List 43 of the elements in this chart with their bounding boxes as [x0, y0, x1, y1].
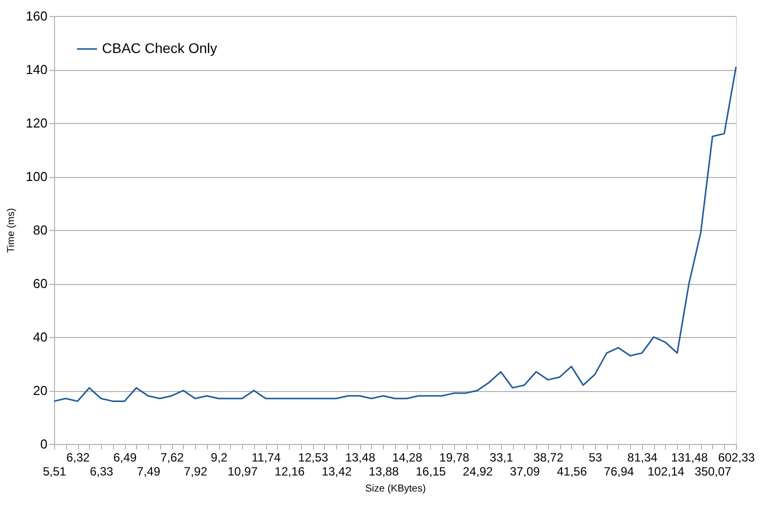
y-tick-label: 80 [33, 222, 48, 238]
x-tick-label: 7,62 [160, 450, 184, 464]
x-tick-label: 41,56 [556, 464, 588, 478]
x-tick-label: 11,74 [252, 450, 282, 464]
y-tick-label: 100 [26, 169, 48, 184]
x-tick-label: 602,33 [718, 450, 756, 464]
y-tick-label: 40 [33, 330, 48, 344]
x-tick-label: 6,49 [113, 450, 138, 464]
x-tick-label: 19,78 [439, 450, 470, 464]
x-tick-label: 7,92 [184, 464, 208, 478]
x-tick-label: 6,32 [66, 450, 90, 464]
y-tick-label: 120 [26, 116, 48, 130]
x-tick-label: 13,88 [368, 464, 400, 478]
x-tick-label: 13,48 [345, 450, 376, 464]
x-tick-label: 131,48 [671, 450, 708, 464]
x-tick-label: 38,72 [533, 450, 564, 464]
y-axis-title: Time (ms) [6, 208, 17, 253]
line-series [53, 66, 737, 402]
y-tick-label: 0 [40, 436, 48, 452]
x-tick-label: 7,49 [136, 464, 161, 478]
x-tick-label: 12,16 [274, 464, 306, 478]
x-tick-label: 76,94 [604, 464, 634, 478]
x-axis-title: Size (KBytes) [365, 484, 426, 494]
legend-label: CBAC Check Only [102, 40, 218, 56]
x-tick-label: 12,53 [298, 450, 329, 464]
y-tick-label: 60 [33, 276, 48, 291]
y-tick-label: 140 [26, 62, 48, 77]
x-tick-label: 81,34 [627, 450, 658, 464]
x-tick-label: 10,97 [228, 464, 258, 478]
x-tick-label: 16,15 [416, 464, 446, 478]
x-tick-label: 13,42 [322, 464, 352, 478]
x-tick-label: 102,14 [648, 464, 685, 478]
x-tick-label: 5,51 [42, 464, 66, 478]
x-tick-label: 24,92 [462, 464, 494, 478]
x-tick-label: 9,2 [210, 450, 228, 464]
x-tick-label: 14,28 [392, 450, 423, 464]
y-tick-label: 160 [26, 8, 48, 24]
y-tick-label: 20 [33, 383, 48, 398]
x-tick-label: 6,33 [90, 464, 114, 478]
x-tick-label: 33,1 [490, 450, 514, 464]
x-tick-label: 350,07 [694, 464, 732, 478]
x-tick-label: 53 [588, 450, 602, 464]
x-tick-label: 37,09 [510, 464, 540, 478]
